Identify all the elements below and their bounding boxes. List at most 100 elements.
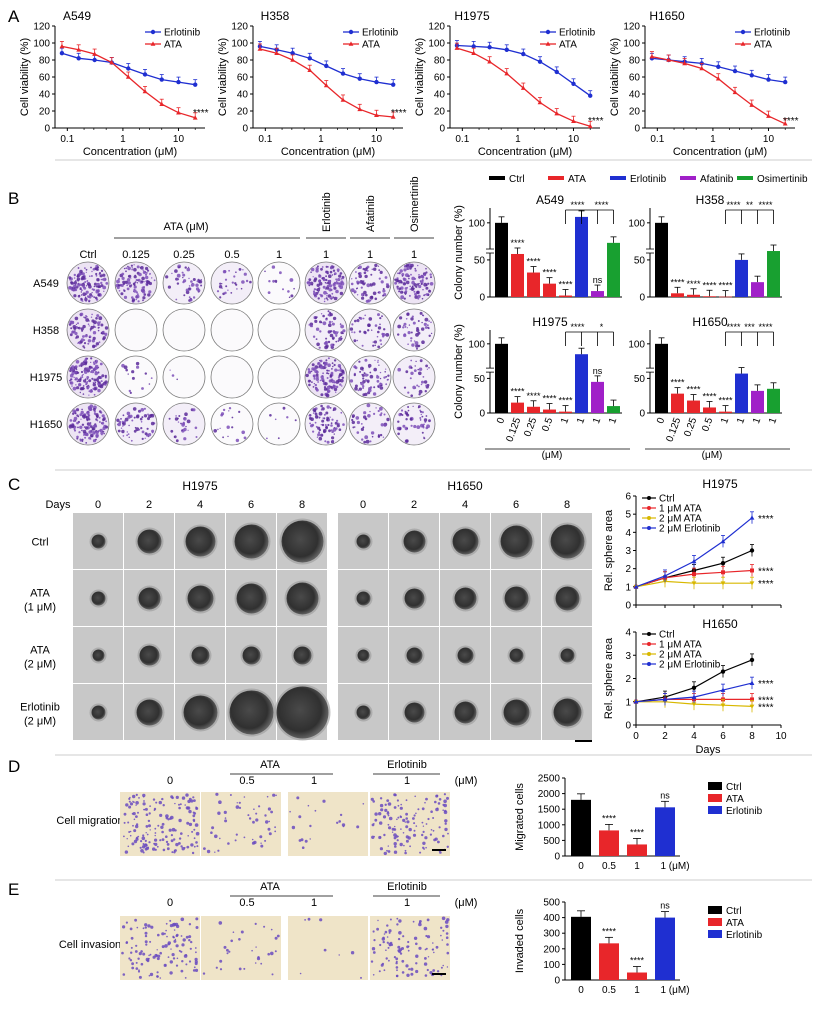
colony-dot xyxy=(282,288,284,291)
colony-dot xyxy=(131,296,134,299)
colony-dot xyxy=(76,277,81,281)
plate-dish xyxy=(257,402,301,446)
cell-dot xyxy=(226,948,229,952)
x-tick-label: 10 xyxy=(371,134,383,145)
colony-dot xyxy=(90,438,92,440)
colony-dot xyxy=(100,380,103,383)
colony-dot xyxy=(269,414,272,417)
cell-dot xyxy=(401,959,405,963)
bar xyxy=(627,844,647,856)
colony-dot xyxy=(398,282,400,284)
cell-dot xyxy=(446,966,449,968)
cell-dot xyxy=(243,796,246,798)
colony-dot xyxy=(423,418,428,422)
colony-dot xyxy=(423,423,425,426)
cell-dot xyxy=(255,946,257,948)
bar xyxy=(655,222,668,297)
point-ata xyxy=(554,110,560,116)
colony-dot xyxy=(88,430,92,434)
colony-dot xyxy=(142,290,146,294)
point-erl xyxy=(324,63,329,69)
legend-label-ctrl: Ctrl xyxy=(509,174,525,185)
cell-dot xyxy=(180,832,183,835)
plate-col-label: 1 xyxy=(323,249,329,261)
cell-dot xyxy=(371,947,376,951)
colony-plate xyxy=(114,402,158,446)
cell-dot xyxy=(413,822,416,825)
colony-dot xyxy=(358,274,363,279)
colony-dot xyxy=(325,286,330,290)
cell-dot xyxy=(135,804,137,806)
cell-dot xyxy=(159,813,163,818)
legend-label: Ctrl xyxy=(726,782,742,793)
colony-dot xyxy=(90,357,93,360)
cell-dot xyxy=(267,827,271,831)
y-tick-label: 120 xyxy=(231,22,248,33)
colony-dot xyxy=(339,285,344,290)
colony-dot xyxy=(174,269,178,273)
cell-dot xyxy=(232,931,235,933)
y-tick-label: 1000 xyxy=(538,820,561,831)
colony-dot xyxy=(410,317,414,321)
colony-dot xyxy=(364,314,367,317)
colony-dot xyxy=(96,415,99,418)
colony-dot xyxy=(382,436,385,438)
colony-dot xyxy=(84,267,86,269)
sphere-image xyxy=(73,684,123,740)
significance-label: **** xyxy=(570,322,585,332)
colony-plate xyxy=(392,308,436,352)
colony-dot xyxy=(315,388,319,392)
colony-dot xyxy=(333,286,337,290)
colony-dot xyxy=(397,420,400,423)
colony-dot xyxy=(362,387,365,389)
colony-dot xyxy=(316,436,318,438)
cell-dot xyxy=(386,812,390,815)
cell-dot xyxy=(395,960,398,963)
colony-dot xyxy=(79,425,83,429)
colony-dot xyxy=(188,285,191,287)
colony-dot xyxy=(331,430,334,434)
colony-dot xyxy=(332,269,336,272)
colony-dot xyxy=(321,423,325,427)
colony-dot xyxy=(85,290,89,294)
cell-dot xyxy=(178,837,182,840)
colony-dot xyxy=(131,298,136,302)
colony-dot xyxy=(382,289,386,293)
colony-dot xyxy=(358,281,361,284)
colony-dot xyxy=(366,379,370,383)
plate-dish xyxy=(162,308,206,352)
colony-dot xyxy=(87,414,91,417)
colony-dot xyxy=(185,288,189,292)
cell-dot xyxy=(415,825,418,827)
cell-dot xyxy=(240,930,244,934)
colony-dot xyxy=(396,287,399,290)
colony-dot xyxy=(323,290,327,295)
x-tick-label: 0.25 xyxy=(522,416,539,438)
colony-dot xyxy=(72,386,77,391)
colony-dot xyxy=(426,368,428,370)
colony-dot xyxy=(131,376,135,380)
colony-dot xyxy=(77,322,79,325)
cell-dot xyxy=(407,940,410,944)
y-tick-label: 100 xyxy=(468,339,485,350)
colony-dot xyxy=(80,338,85,342)
colony-dot xyxy=(372,344,375,347)
cell-dot xyxy=(156,957,160,961)
colony-dot xyxy=(120,427,123,429)
colony-dot xyxy=(80,365,83,368)
cell-dot xyxy=(175,842,179,847)
cell-dot xyxy=(144,931,148,935)
cell-dot xyxy=(181,960,184,963)
colony-dot xyxy=(331,321,333,323)
cell-dot xyxy=(406,973,410,977)
colony-dot xyxy=(165,275,169,279)
cell-dot xyxy=(386,799,390,802)
colony-dot xyxy=(363,294,365,296)
colony-dot xyxy=(235,438,240,443)
colony-dot xyxy=(147,293,151,297)
y-tick-label: 0 xyxy=(639,293,645,304)
cell-dot xyxy=(444,819,448,823)
colony-dot xyxy=(185,425,187,428)
point xyxy=(692,572,696,577)
